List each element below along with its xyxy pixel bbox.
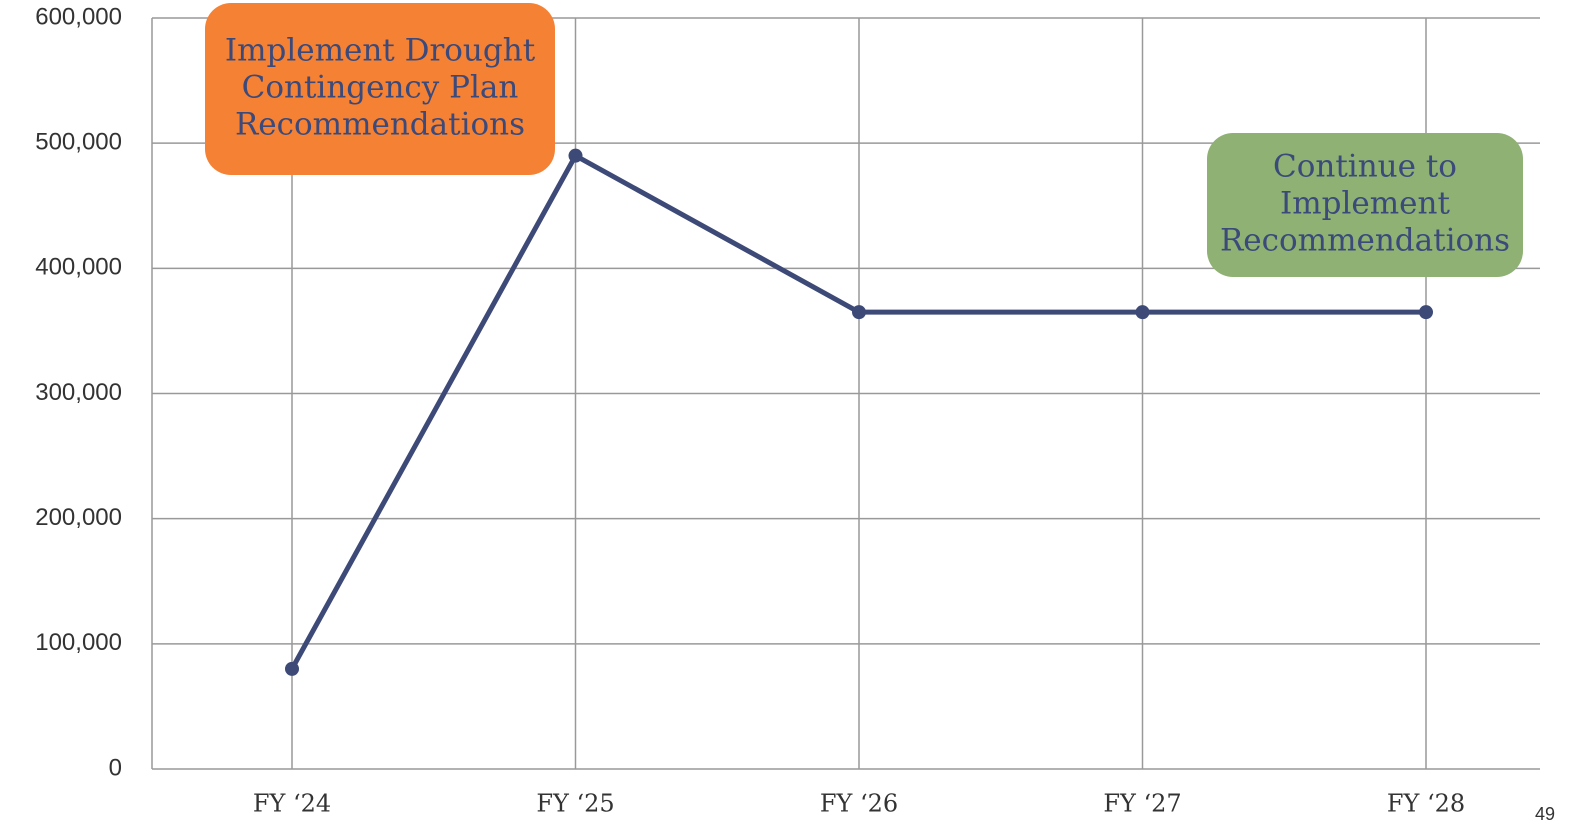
- point: [285, 661, 299, 676]
- x-tick-label: FY ‘27: [1103, 790, 1181, 818]
- y-tick-label: 400,000: [35, 254, 122, 281]
- x-tick-label: FY ‘24: [253, 790, 331, 818]
- x-tick-label: FY ‘28: [1387, 790, 1465, 818]
- annotation-text: Contingency Plan: [242, 70, 519, 106]
- y-tick-label: 300,000: [35, 379, 122, 406]
- annotation-box: [205, 3, 555, 175]
- point: [1419, 305, 1433, 320]
- y-tick-label: 600,000: [35, 3, 122, 30]
- y-tick-label: 100,000: [35, 629, 122, 656]
- annotation-text: Recommendations: [235, 107, 525, 143]
- y-tick-label: 500,000: [35, 129, 122, 156]
- annotation-text: Implement Drought: [225, 33, 536, 69]
- point: [1135, 305, 1150, 320]
- annotation-text: Recommendations: [1220, 223, 1510, 259]
- point: [852, 305, 866, 320]
- y-tick-label: 200,000: [35, 504, 122, 531]
- point: [568, 148, 583, 163]
- x-tick-label: FY ‘26: [820, 790, 898, 818]
- annotation-box: [1207, 133, 1523, 277]
- x-tick-label: FY ‘25: [536, 790, 614, 818]
- annotation-text: Continue to: [1273, 149, 1457, 185]
- y-tick-label: 0: [109, 754, 122, 781]
- annotation-text: Implement: [1280, 186, 1450, 222]
- page-number: 49: [1535, 804, 1555, 824]
